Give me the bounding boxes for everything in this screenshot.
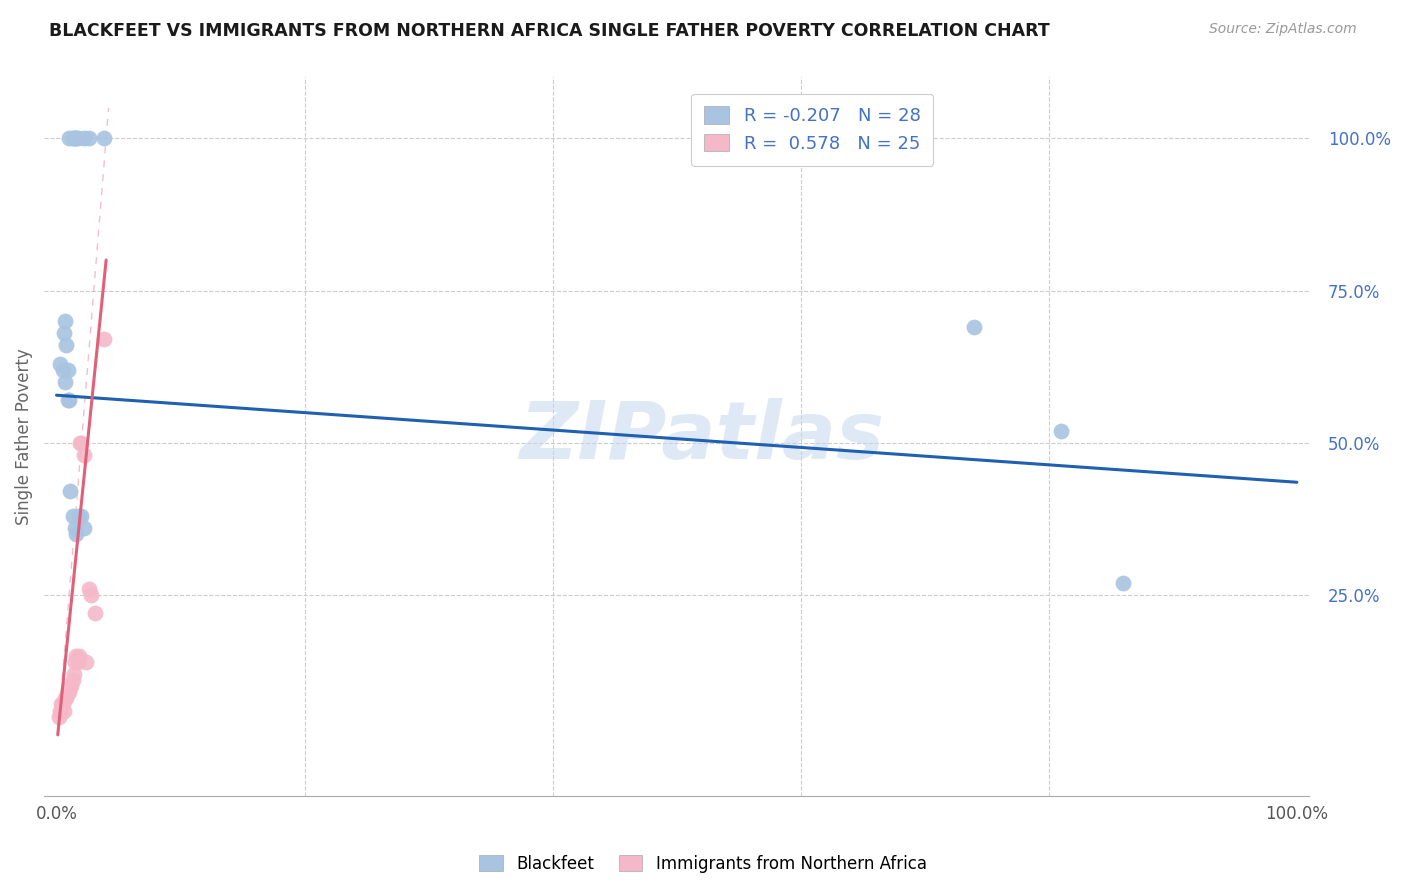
Point xyxy=(53,314,76,328)
Point xyxy=(67,648,90,663)
Point xyxy=(52,362,75,376)
Point xyxy=(58,685,80,699)
Y-axis label: Single Father Poverty: Single Father Poverty xyxy=(15,348,32,525)
Point xyxy=(56,393,79,408)
Point xyxy=(59,484,82,499)
Point xyxy=(69,435,91,450)
Point xyxy=(1112,575,1135,590)
Text: Source: ZipAtlas.com: Source: ZipAtlas.com xyxy=(1209,22,1357,37)
Point xyxy=(55,338,77,352)
Point xyxy=(51,698,73,712)
Point xyxy=(63,655,86,669)
Point xyxy=(1050,424,1073,438)
Point xyxy=(62,131,84,145)
Point xyxy=(65,131,87,145)
Legend: Blackfeet, Immigrants from Northern Africa: Blackfeet, Immigrants from Northern Afri… xyxy=(472,848,934,880)
Point xyxy=(53,375,76,389)
Point xyxy=(70,435,93,450)
Point xyxy=(63,131,86,145)
Point xyxy=(53,691,76,706)
Point xyxy=(84,606,107,620)
Point xyxy=(56,362,79,376)
Point xyxy=(63,521,86,535)
Point xyxy=(55,691,77,706)
Point xyxy=(67,508,90,523)
Point xyxy=(63,131,86,145)
Point xyxy=(48,709,70,723)
Point xyxy=(59,679,82,693)
Point xyxy=(49,704,72,718)
Point xyxy=(73,521,96,535)
Text: ZIPatlas: ZIPatlas xyxy=(519,398,884,475)
Point xyxy=(60,679,83,693)
Point xyxy=(56,685,79,699)
Point xyxy=(66,655,89,669)
Point xyxy=(52,698,75,712)
Point xyxy=(70,508,93,523)
Point xyxy=(63,667,86,681)
Point xyxy=(58,393,80,408)
Point xyxy=(52,704,75,718)
Point xyxy=(66,131,89,145)
Point xyxy=(52,326,75,340)
Point xyxy=(58,131,80,145)
Point xyxy=(73,131,96,145)
Point xyxy=(62,673,84,687)
Point xyxy=(963,320,986,334)
Point xyxy=(65,648,87,663)
Point xyxy=(75,655,97,669)
Point xyxy=(93,332,115,346)
Point xyxy=(80,588,103,602)
Point xyxy=(65,527,87,541)
Point xyxy=(77,582,100,596)
Point xyxy=(73,448,96,462)
Point xyxy=(49,357,72,371)
Point xyxy=(77,131,100,145)
Point xyxy=(62,508,84,523)
Point xyxy=(93,131,115,145)
Legend: R = -0.207   N = 28, R =  0.578   N = 25: R = -0.207 N = 28, R = 0.578 N = 25 xyxy=(692,94,934,166)
Text: BLACKFEET VS IMMIGRANTS FROM NORTHERN AFRICA SINGLE FATHER POVERTY CORRELATION C: BLACKFEET VS IMMIGRANTS FROM NORTHERN AF… xyxy=(49,22,1050,40)
